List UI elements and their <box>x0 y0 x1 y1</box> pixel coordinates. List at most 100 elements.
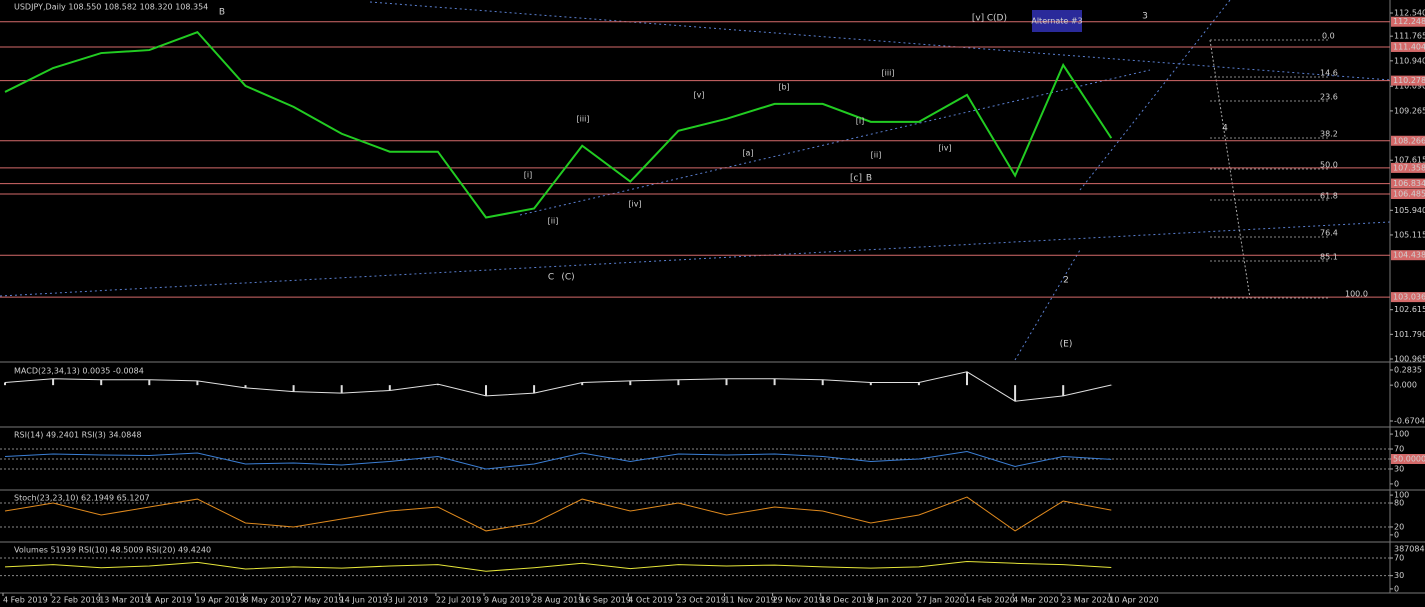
y-tick-label: 110.940 <box>1394 56 1425 65</box>
x-tick-label: 3 Jul 2019 <box>388 596 428 605</box>
y-tick-label: 102.615 <box>1394 305 1425 314</box>
wave-label: (C) <box>561 273 574 283</box>
wave-label: (E) <box>1060 340 1073 350</box>
panel-title: RSI(14) 49.2401 RSI(3) 34.0848 <box>14 431 142 440</box>
series-line <box>4 30 1113 219</box>
panel-title: MACD(23,34,13) 0.0035 -0.0084 <box>14 367 144 376</box>
y-tick-label: 387084 <box>1394 545 1425 554</box>
fib-label: 50.0 <box>1320 161 1338 170</box>
y-tick-label: 0 <box>1394 479 1399 488</box>
histogram-bar <box>52 378 55 386</box>
x-tick-label: 4 Mar 2020 <box>1013 596 1059 605</box>
wave-label: [v] <box>694 91 705 100</box>
histogram-bar <box>485 385 487 396</box>
wave-label: C <box>987 14 993 24</box>
y-tick-label: 101.790 <box>1394 330 1425 339</box>
level-label: 111.404 <box>1393 42 1425 51</box>
x-tick-label: 19 Apr 2019 <box>195 596 244 605</box>
y-tick-label: 110.090 <box>1394 82 1425 91</box>
level-label-box <box>1391 178 1425 189</box>
wave-label: 2 <box>1063 276 1069 286</box>
x-tick-label: 14 Jun 2019 <box>340 596 388 605</box>
annotation-box <box>1032 10 1082 32</box>
fib-label: 76.4 <box>1320 229 1338 238</box>
x-tick-label: 11 Nov 2019 <box>725 596 776 605</box>
level-label: 106.485 <box>1393 190 1425 199</box>
histogram-bar <box>100 379 103 386</box>
level-label-box <box>1391 292 1425 303</box>
x-tick-label: 28 Aug 2019 <box>532 596 583 605</box>
trend-lines <box>0 0 1391 361</box>
x-tick-label: 9 Aug 2019 <box>484 596 530 605</box>
level-label-box <box>1391 162 1425 173</box>
x-tick-label: 4 Oct 2019 <box>628 596 672 605</box>
y-tick-label: -0.6704 <box>1394 417 1425 426</box>
y-tick-label: 112.540 <box>1394 9 1425 18</box>
y-tick-label: 107.615 <box>1394 156 1425 165</box>
fib-label: 14.6 <box>1320 69 1338 78</box>
wave-label: Alternate #3 <box>1031 17 1082 26</box>
histogram-bar <box>725 378 728 386</box>
y-tick-label: 0 <box>1394 584 1399 593</box>
y-tick-label: 105.940 <box>1394 206 1425 215</box>
wave-label: 4 <box>1222 124 1228 134</box>
wave-label: B <box>866 174 872 184</box>
histogram-bar <box>773 378 776 386</box>
fib-label: 100.0 <box>1345 290 1368 299</box>
histogram-bar <box>4 382 6 386</box>
histogram-bar <box>966 371 968 386</box>
wave-label: (D) <box>993 14 1007 24</box>
wave-label: [iii] <box>882 69 895 78</box>
x-tick-label: 8 Jan 2020 <box>869 596 912 605</box>
histogram-bar <box>388 385 391 391</box>
y-tick-label: 111.765 <box>1394 32 1425 41</box>
x-tick-label: 18 Dec 2019 <box>821 596 872 605</box>
y-tick-label: 0.2835 <box>1394 365 1422 374</box>
x-tick-label: 13 Mar 2019 <box>99 596 150 605</box>
x-tick-label: 29 Nov 2019 <box>773 596 824 605</box>
y-tick-label: 70 <box>1394 554 1404 563</box>
level-label: 107.358 <box>1393 163 1425 172</box>
wave-label: 3 <box>1142 12 1148 22</box>
series-line <box>4 561 1112 572</box>
fib-label: 23.6 <box>1320 93 1338 102</box>
x-tick-label: 1 Apr 2019 <box>147 596 191 605</box>
x-tick-label: 27 Jan 2020 <box>917 596 965 605</box>
wave-label: [iv] <box>628 200 641 209</box>
level-label-box <box>1391 16 1425 27</box>
wave-label: [iv] <box>938 144 951 153</box>
level-label: 112.248 <box>1393 17 1425 26</box>
wave-label: B <box>219 8 225 18</box>
wave-label: C <box>548 273 554 283</box>
fib-label: 85.1 <box>1320 253 1338 262</box>
level-label: 110.278 <box>1393 76 1425 85</box>
level-label-box <box>1391 189 1425 200</box>
x-tick-label: 27 May 2019 <box>292 596 344 605</box>
level-label: 104.438 <box>1393 251 1425 260</box>
histogram-bar <box>148 379 151 386</box>
x-tick-label: 4 Feb 2019 <box>3 596 48 605</box>
histogram-bar <box>677 379 680 386</box>
y-tick-label: 20 <box>1394 522 1404 531</box>
series-line <box>4 371 1112 402</box>
wave-label: [iii] <box>577 115 590 124</box>
wave-label: [ii] <box>548 217 559 226</box>
level-label: 103.036 <box>1393 293 1425 302</box>
histogram-bar <box>821 379 824 386</box>
wave-label: [a] <box>742 149 753 158</box>
y-tick-label: 80 <box>1394 499 1404 508</box>
wave-label: [v] <box>972 14 984 24</box>
tick-label-box <box>1391 453 1425 464</box>
fib-label: 0.0 <box>1322 32 1335 41</box>
panel-title: USDJPY,Daily 108.550 108.582 108.320 108… <box>14 3 208 12</box>
level-label-box <box>1391 135 1425 146</box>
histogram-bar <box>917 382 920 386</box>
x-tick-label: 14 Feb 2020 <box>965 596 1015 605</box>
x-tick-label: 23 Oct 2019 <box>676 596 725 605</box>
series-line <box>4 451 1112 470</box>
histogram-bar <box>581 382 584 386</box>
y-tick-label: 109.265 <box>1394 106 1425 115</box>
wave-label: [c] <box>850 174 862 184</box>
histogram-bar <box>869 382 872 386</box>
